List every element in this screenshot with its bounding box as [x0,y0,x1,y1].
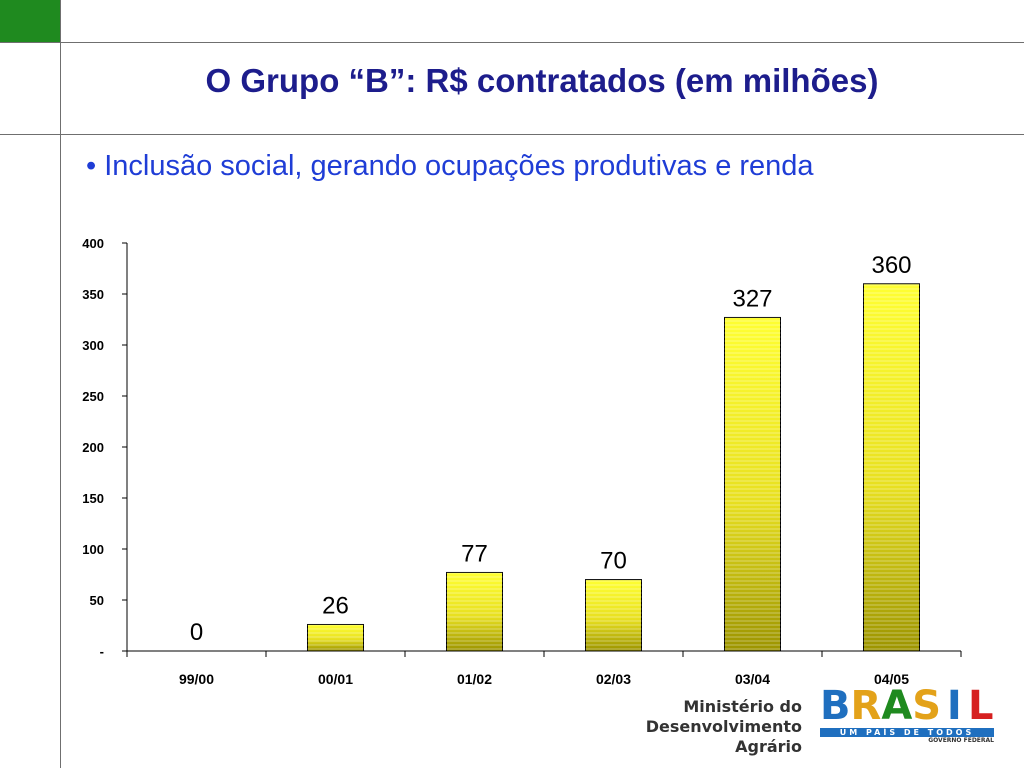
y-tick-label: 100 [82,542,104,557]
ministry-line-2: Desenvolvimento Agrário [645,717,802,756]
corner-accent [0,0,60,42]
title-divider [0,134,1024,135]
ministry-logo: Ministério do Desenvolvimento Agrário [590,697,802,757]
brasil-letter: S [912,683,942,729]
ministry-line-1: Ministério do [683,697,802,716]
brasil-letter: A [881,683,913,729]
data-label: 70 [600,548,627,575]
bar-texture [307,624,364,651]
brasil-letter: R [850,683,882,729]
x-tick-label: 02/03 [596,671,631,687]
y-tick-label: 400 [82,236,104,251]
slide-bullet: • Inclusão social, gerando ocupações pro… [86,150,814,182]
brasil-letter: L [968,683,994,729]
brasil-tagline: UM PAÍS DE TODOS [820,728,994,737]
y-tick-label: 50 [90,593,104,608]
y-tick-label: - [100,644,104,659]
brasil-letter: B [820,683,851,729]
x-tick-label: 99/00 [179,671,214,687]
bar-texture [446,572,503,651]
data-label: 26 [322,592,349,619]
chart-labels: 0 99/00 26 00/01 77 01/02 70 02/03 327 03/04 360 04… [179,252,912,687]
data-label: 327 [732,285,772,312]
x-tick-label: 00/01 [318,671,353,687]
slide-title: O Grupo “B”: R$ contratados (em milhões) [205,62,879,99]
y-tick-label: 150 [82,491,104,506]
x-tick-label: 03/04 [735,671,770,687]
data-label: 360 [871,252,911,279]
bar-texture [585,579,642,651]
x-tick-label: 01/02 [457,671,492,687]
data-label: 77 [461,540,488,567]
chart-bars [307,283,920,652]
top-divider [0,42,1024,43]
y-tick-label: 200 [82,440,104,455]
data-label: 0 [190,619,203,646]
y-tick-label: 300 [82,338,104,353]
bar-texture [724,317,781,651]
brasil-letter: I [946,683,962,729]
bar-texture [863,283,920,651]
x-tick-label: 04/05 [874,671,909,687]
chart-axes: - 50 100 150 200 250 300 350 400 [82,236,962,659]
left-divider [60,0,61,768]
brasil-government: GOVERNO FEDERAL [928,737,994,744]
y-tick-label: 250 [82,389,104,404]
y-tick-label: 350 [82,287,104,302]
